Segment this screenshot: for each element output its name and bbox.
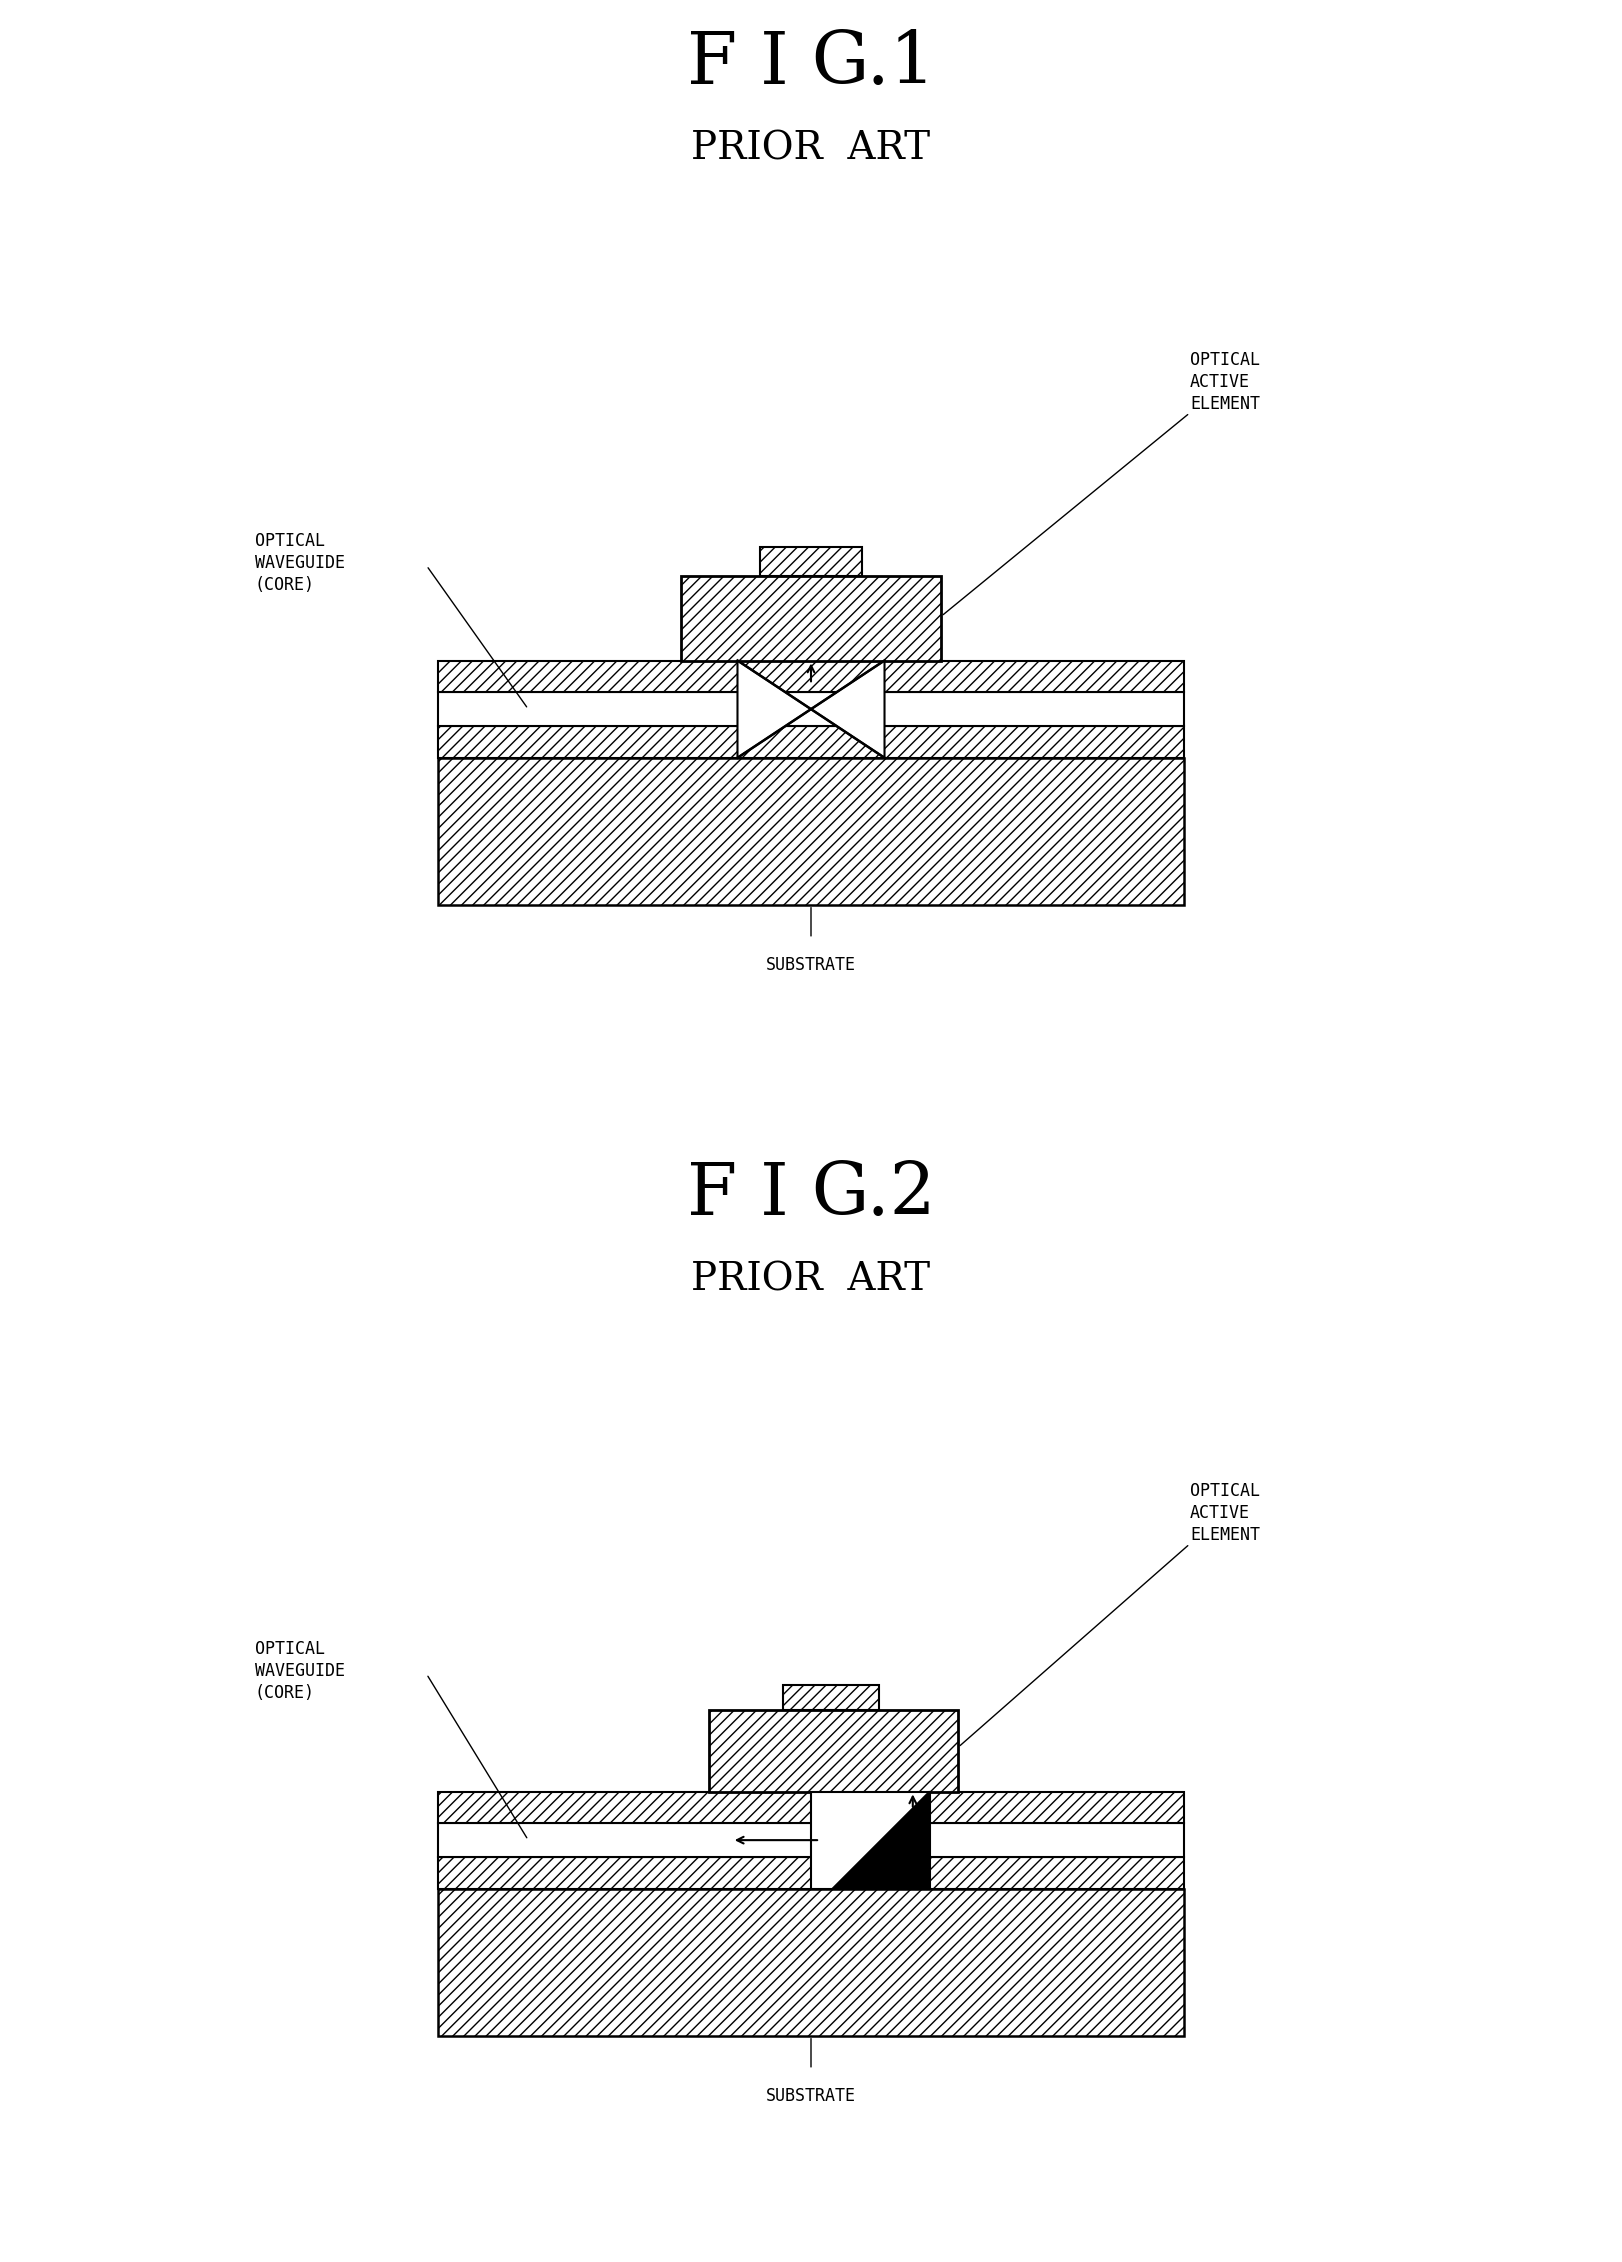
Text: SUBSTRATE: SUBSTRATE xyxy=(766,2086,856,2104)
Text: F I G.2: F I G.2 xyxy=(686,1158,936,1231)
Bar xyxy=(438,1857,1184,1889)
Text: OPTICAL
WAVEGUIDE
(CORE): OPTICAL WAVEGUIDE (CORE) xyxy=(255,532,344,595)
Text: PRIOR  ART: PRIOR ART xyxy=(691,1262,931,1298)
Text: OPTICAL
WAVEGUIDE
(CORE): OPTICAL WAVEGUIDE (CORE) xyxy=(255,1640,344,1703)
Bar xyxy=(681,575,941,661)
Bar xyxy=(438,1792,1184,1823)
Bar xyxy=(761,547,861,577)
Polygon shape xyxy=(832,1792,929,1889)
Bar xyxy=(438,726,1184,758)
Bar xyxy=(438,758,1184,905)
Text: OPTICAL
ACTIVE
ELEMENT: OPTICAL ACTIVE ELEMENT xyxy=(1191,351,1260,414)
Text: PRIOR  ART: PRIOR ART xyxy=(691,131,931,167)
Bar xyxy=(438,692,1184,726)
Text: F I G.1: F I G.1 xyxy=(686,27,936,100)
Bar xyxy=(709,1710,959,1792)
Bar xyxy=(438,1823,1184,1857)
Polygon shape xyxy=(738,661,811,758)
Bar xyxy=(783,1685,879,1710)
Bar xyxy=(438,661,1184,692)
Bar xyxy=(438,1889,1184,2036)
Text: SUBSTRATE: SUBSTRATE xyxy=(766,955,856,973)
Polygon shape xyxy=(811,661,884,758)
Bar xyxy=(811,1792,929,1889)
Text: OPTICAL
ACTIVE
ELEMENT: OPTICAL ACTIVE ELEMENT xyxy=(1191,1482,1260,1545)
